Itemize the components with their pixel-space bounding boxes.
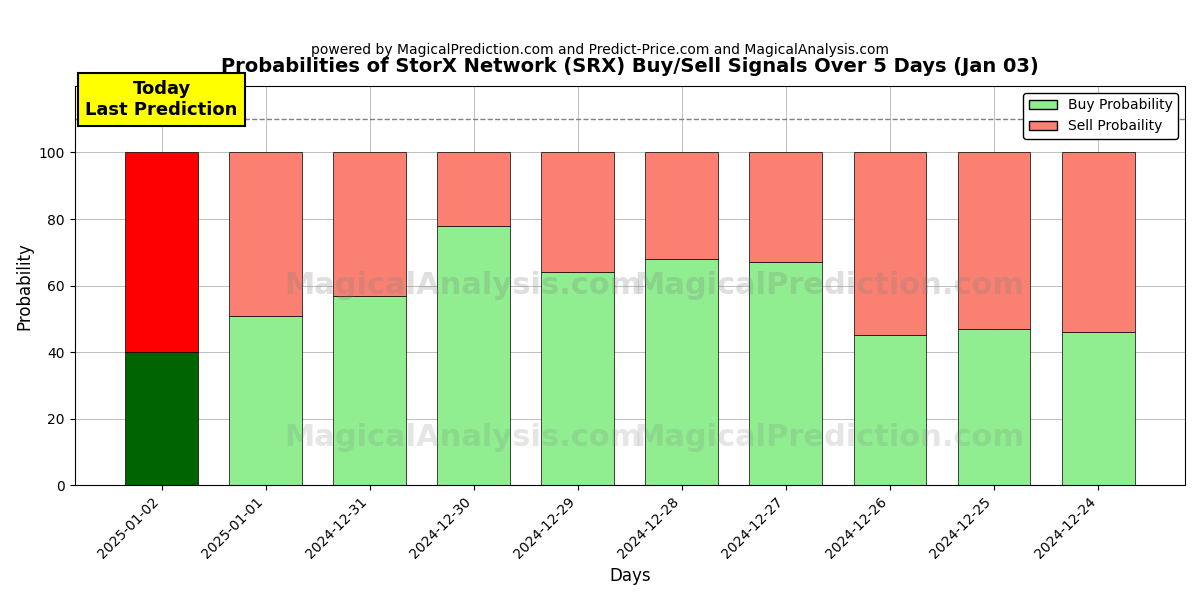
Text: powered by MagicalPrediction.com and Predict-Price.com and MagicalAnalysis.com: powered by MagicalPrediction.com and Pre… xyxy=(311,43,889,57)
Bar xyxy=(437,152,510,226)
Text: Today
Last Prediction: Today Last Prediction xyxy=(85,80,238,119)
Text: MagicalPrediction.com: MagicalPrediction.com xyxy=(635,271,1025,300)
Bar xyxy=(958,329,1031,485)
Bar xyxy=(437,226,510,485)
Bar xyxy=(750,152,822,262)
Bar xyxy=(1062,152,1134,332)
Bar xyxy=(646,152,719,259)
Bar xyxy=(646,259,719,485)
Bar xyxy=(750,262,822,485)
Bar xyxy=(125,152,198,352)
Bar xyxy=(958,152,1031,329)
Bar xyxy=(229,152,302,316)
Bar xyxy=(541,272,614,485)
Text: MagicalAnalysis.com: MagicalAnalysis.com xyxy=(284,271,642,300)
Bar xyxy=(125,352,198,485)
Bar xyxy=(541,152,614,272)
Y-axis label: Probability: Probability xyxy=(16,242,34,329)
X-axis label: Days: Days xyxy=(610,567,650,585)
Text: MagicalPrediction.com: MagicalPrediction.com xyxy=(635,423,1025,452)
Title: Probabilities of StorX Network (SRX) Buy/Sell Signals Over 5 Days (Jan 03): Probabilities of StorX Network (SRX) Buy… xyxy=(221,57,1039,76)
Bar xyxy=(853,152,926,335)
Bar xyxy=(229,316,302,485)
Legend: Buy Probability, Sell Probaility: Buy Probability, Sell Probaility xyxy=(1024,93,1178,139)
Bar xyxy=(334,296,406,485)
Bar xyxy=(334,152,406,296)
Bar xyxy=(1062,332,1134,485)
Text: MagicalAnalysis.com: MagicalAnalysis.com xyxy=(284,423,642,452)
Bar xyxy=(853,335,926,485)
